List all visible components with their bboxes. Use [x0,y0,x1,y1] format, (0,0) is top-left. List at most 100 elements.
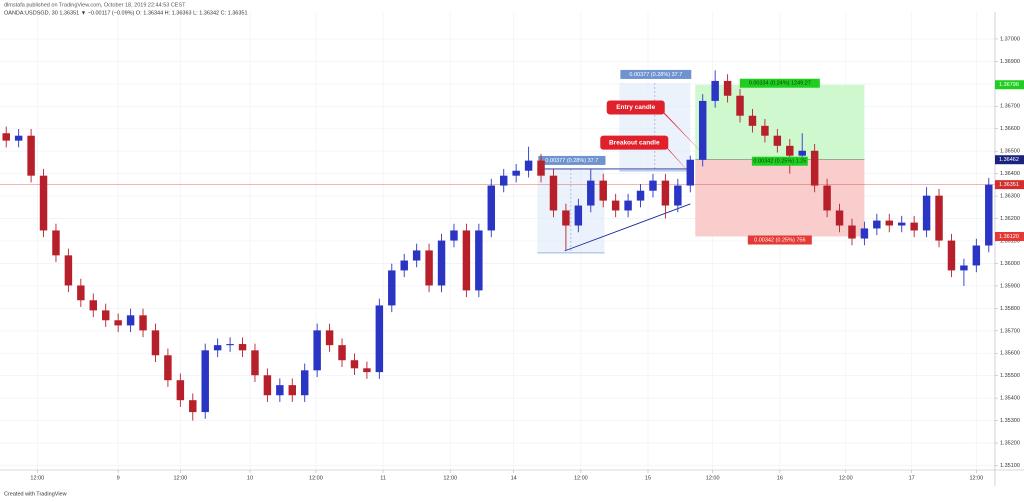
candle-body [164,355,172,381]
y-tick-label: 1.35400 [1000,396,1020,402]
price-tag [995,180,1024,190]
candle-body [462,230,471,291]
candle-body [611,200,620,211]
candle-body [562,210,570,226]
x-tick-label: 12:00 [173,475,187,481]
candle-body [736,95,744,116]
candle-body [698,100,707,160]
x-tick-label: 12:00 [309,475,323,481]
candle-body [475,230,483,291]
price-tag-label: 1.36120 [999,234,1019,240]
candle-body [972,245,981,266]
candle-body [848,225,856,239]
candle-body [524,160,533,171]
candle-body [450,230,458,241]
y-tick-label: 1.35900 [1000,283,1020,289]
candle-body [512,170,520,176]
candle-body [226,344,234,346]
x-tick-label: 12:00 [574,475,588,481]
candle-body [276,385,284,396]
y-tick-label: 1.36500 [1000,149,1020,155]
candle-body [400,260,408,271]
y-tick-label: 1.36900 [1000,59,1020,65]
y-tick-label: 1.36700 [1000,104,1020,110]
callout-pointer [656,104,703,154]
candle-body [77,285,85,301]
y-tick-label: 1.36400 [1000,171,1020,177]
x-tick-label: 9 [117,475,120,481]
candle-body [437,240,446,286]
candle-body [773,135,782,146]
x-tick-label: 12:00 [839,475,853,481]
candle-body [960,265,968,271]
candle-body [823,185,831,211]
y-tick-label: 1.36300 [1000,194,1020,200]
x-tick-label: 16 [777,475,783,481]
candle-body [835,210,844,226]
candle-body [885,220,894,226]
y-tick-label: 1.35500 [1000,373,1020,379]
candle-body [263,375,272,396]
measure-label-bg [538,155,606,165]
byline: dlmstafa published on TradingView.com, O… [4,2,186,8]
candle-body [176,380,185,401]
x-tick-label: 12:00 [969,475,983,481]
stop-label-bg [747,235,812,245]
candle-body [587,180,595,206]
callout-text: Entry candle [616,104,655,111]
candle-body [674,185,682,206]
callout-box [600,135,669,150]
x-tick-label: 12:00 [706,475,720,481]
candle-body [27,135,35,176]
price-tag-label: 1.36462 [999,157,1019,163]
candle-body [549,175,558,211]
target-label-bg [739,78,820,88]
candle-body [499,175,508,186]
candle-body [574,205,583,226]
x-tick-label: 12:00 [30,475,44,481]
candle-body [624,200,632,211]
y-tick-label: 1.36200 [1000,216,1020,222]
candle-body [101,310,110,321]
plot-layer: 0.00377 (0.28%) 37.7 0.00377 (0.28%) 37.7… [0,69,995,421]
y-tick-label: 1.35600 [1000,351,1020,357]
measure-label: 0.00377 (0.28%) 37.7 [545,158,598,164]
trendline [564,203,691,252]
entry-label-bg [751,156,808,166]
candle-body [2,133,10,141]
price-tag-label: 1.36796 [999,82,1019,88]
candle-body [786,145,794,156]
candle-body [52,230,60,256]
candle-body [139,315,147,331]
candle-body [922,195,931,231]
x-tick-label: 17 [909,475,915,481]
y-tick-label: 1.37000 [1000,36,1020,42]
price-tag [995,80,1024,90]
candle-body [425,250,433,286]
candle-body [126,315,135,326]
candle-body [711,80,719,101]
measure-label: 0.00377 (0.28%) 37.7 [629,72,682,78]
candle-body [14,135,23,141]
candle-body [723,80,732,96]
candle-body [487,185,496,231]
candle-body [338,345,346,361]
x-tick-label: 10 [247,475,253,481]
candle-body [649,180,657,191]
profit-zone [695,84,865,160]
candle-body [288,385,297,396]
candle-body [238,344,247,351]
x-tick-label: 12:00 [443,475,457,481]
x-tick-label: 11 [380,475,386,481]
x-tick-label: 15 [645,475,651,481]
candle-body [89,300,98,311]
entry-label: 0.00342 (0.25%) 1.25 [753,159,806,165]
candle-body [189,400,197,413]
candle-body [686,159,695,186]
candle-body [64,255,73,286]
candle-body [860,228,869,239]
candle-body [798,150,806,156]
candle-body [537,160,545,176]
price-tag-label: 1.36351 [999,182,1019,188]
